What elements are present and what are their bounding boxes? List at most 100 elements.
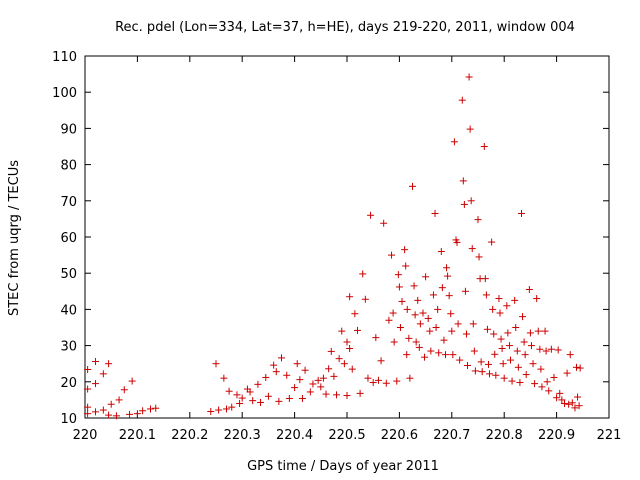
data-point bbox=[454, 320, 462, 328]
data-point bbox=[575, 402, 583, 410]
data-point bbox=[550, 373, 558, 381]
data-point bbox=[483, 325, 491, 333]
data-point bbox=[471, 367, 479, 375]
data-point bbox=[409, 182, 416, 190]
data-point bbox=[343, 338, 351, 346]
data-point bbox=[422, 273, 430, 281]
data-point bbox=[560, 400, 568, 408]
data-point bbox=[558, 396, 566, 404]
data-point bbox=[105, 411, 113, 419]
data-point bbox=[298, 394, 306, 402]
data-point bbox=[556, 389, 564, 397]
data-point bbox=[512, 324, 520, 331]
data-point bbox=[424, 314, 432, 322]
data-point bbox=[541, 327, 549, 335]
data-point bbox=[270, 361, 278, 369]
data-point bbox=[403, 351, 411, 359]
data-point bbox=[84, 403, 92, 411]
data-point bbox=[474, 216, 482, 224]
data-point bbox=[257, 398, 265, 406]
data-point bbox=[545, 387, 553, 395]
data-point bbox=[499, 360, 507, 368]
x-tick-label: 220.1 bbox=[119, 428, 156, 443]
data-point bbox=[416, 320, 424, 328]
data-point bbox=[405, 334, 413, 342]
data-point bbox=[484, 360, 492, 368]
data-point bbox=[563, 369, 571, 377]
y-tick-label: 110 bbox=[52, 50, 77, 65]
data-point bbox=[531, 380, 539, 388]
data-point bbox=[547, 345, 555, 353]
data-point bbox=[533, 295, 541, 303]
data-point bbox=[314, 376, 322, 384]
data-point bbox=[478, 368, 486, 376]
data-point bbox=[301, 366, 309, 374]
data-point bbox=[222, 405, 230, 413]
data-point bbox=[212, 360, 220, 368]
data-point bbox=[459, 177, 467, 185]
data-point bbox=[351, 310, 359, 318]
data-point bbox=[566, 351, 574, 359]
data-point bbox=[529, 360, 537, 368]
data-point bbox=[319, 374, 327, 382]
data-point bbox=[568, 399, 576, 407]
data-point bbox=[249, 397, 257, 405]
data-point bbox=[426, 327, 434, 335]
data-point bbox=[445, 292, 453, 300]
data-point bbox=[91, 358, 99, 366]
data-point bbox=[419, 309, 427, 317]
data-point bbox=[356, 389, 364, 397]
data-point bbox=[236, 400, 244, 408]
data-point bbox=[388, 251, 396, 259]
data-point bbox=[84, 410, 92, 418]
data-point bbox=[283, 371, 291, 379]
data-point bbox=[346, 344, 354, 352]
data-point bbox=[374, 376, 382, 384]
data-point bbox=[517, 209, 525, 217]
y-tick-label: 100 bbox=[52, 86, 77, 101]
y-tick-label: 20 bbox=[60, 376, 77, 391]
data-point bbox=[395, 283, 403, 291]
data-point bbox=[490, 330, 498, 338]
x-axis-label: GPS time / Days of year 2011 bbox=[247, 459, 439, 474]
data-point bbox=[393, 377, 401, 385]
data-point bbox=[434, 305, 442, 313]
y-tick-label: 60 bbox=[60, 231, 77, 246]
data-point bbox=[435, 349, 443, 357]
data-point bbox=[520, 338, 528, 346]
data-point bbox=[317, 383, 325, 391]
data-point bbox=[220, 374, 228, 382]
data-point bbox=[296, 376, 304, 384]
data-point bbox=[415, 343, 423, 351]
data-point bbox=[382, 379, 390, 387]
data-point bbox=[398, 297, 406, 305]
data-point bbox=[525, 285, 533, 293]
data-point bbox=[340, 360, 348, 368]
y-tick-label: 50 bbox=[60, 267, 77, 282]
data-point bbox=[477, 358, 485, 366]
data-point bbox=[233, 391, 241, 399]
data-point bbox=[126, 410, 134, 418]
y-axis-ticks: 10 20 30 40 50 60 70 80 90 100 110 bbox=[52, 50, 609, 427]
data-point bbox=[128, 377, 136, 385]
data-point bbox=[264, 392, 272, 400]
data-point bbox=[462, 330, 470, 338]
x-axis-ticks: 220 220.1 220.2 220.3 220.4 220.5 220.6 220.7 22… bbox=[73, 56, 621, 443]
data-point bbox=[526, 329, 534, 337]
data-point bbox=[293, 360, 301, 368]
data-point bbox=[488, 238, 496, 246]
data-point bbox=[152, 404, 160, 412]
data-point bbox=[486, 370, 494, 378]
data-point bbox=[431, 209, 439, 217]
data-point bbox=[369, 379, 377, 387]
data-point bbox=[565, 400, 573, 408]
data-point bbox=[207, 407, 215, 415]
data-point bbox=[440, 336, 448, 344]
data-point bbox=[543, 378, 551, 386]
data-points bbox=[84, 73, 584, 420]
data-point bbox=[489, 305, 497, 313]
data-point bbox=[513, 347, 521, 355]
data-point bbox=[475, 253, 483, 261]
data-point bbox=[367, 211, 375, 219]
data-point bbox=[571, 404, 579, 412]
